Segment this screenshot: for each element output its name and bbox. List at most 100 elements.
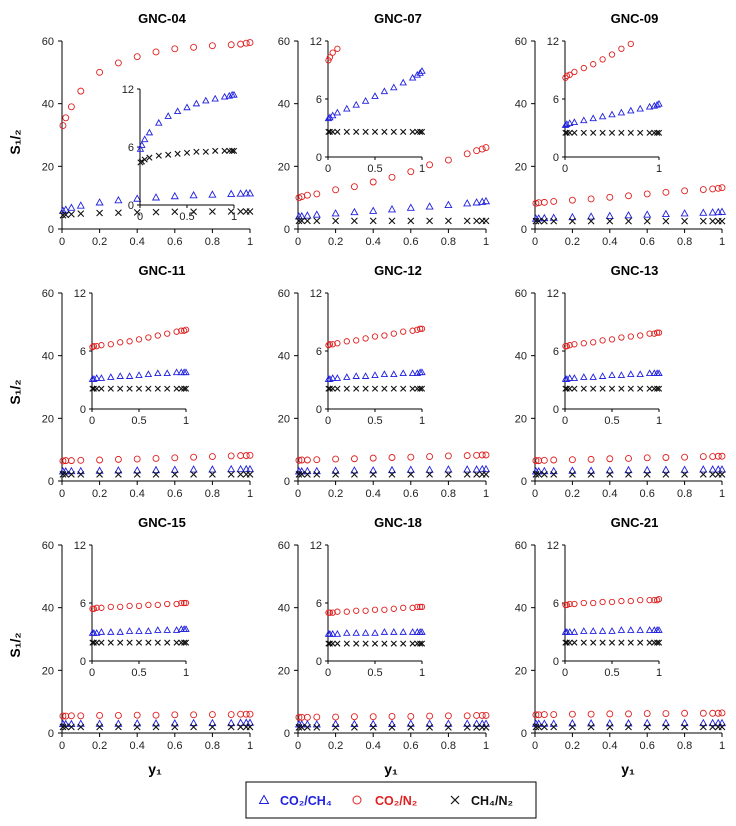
y-tick-label: 0 [48,476,54,488]
x-tick-label: 1 [719,740,725,752]
inset-data-point-ch4n2 [637,129,644,136]
inset-data-point-co2n2 [326,341,334,348]
inset-data-point-co2ch4 [154,626,162,633]
y-tick-label: 20 [515,161,527,173]
data-point-ch4n2 [298,723,306,731]
data-point-ch4n2 [388,723,396,731]
y-axis-label-row-3: S₁/₂ [7,632,23,657]
data-point-co2n2 [369,178,377,186]
data-point-co2ch4 [189,465,198,473]
inset-data-point-co2ch4 [371,92,379,99]
data-point-co2n2 [478,451,486,459]
data-point-co2n2 [444,156,452,164]
inset-data-point-co2n2 [135,602,143,610]
data-point-co2n2 [227,41,235,49]
x-tick-label: 0.2 [328,740,343,752]
data-point-co2n2 [482,451,490,459]
data-point-co2n2 [295,194,303,202]
inset-data-point-co2ch4 [399,628,407,635]
data-point-ch4n2 [606,471,614,478]
data-point-ch4n2 [540,471,548,478]
x-tick-label: 0.6 [640,488,655,500]
data-point-ch4n2 [133,471,141,478]
data-point-co2n2 [313,456,321,464]
y-tick-label: 40 [42,99,54,111]
data-point-ch4n2 [77,723,85,731]
inset-data-point-ch4n2 [107,639,114,646]
data-point-ch4n2 [227,208,235,215]
inset-x-tick-label: 1 [183,667,189,679]
inset-data-point-co2ch4 [333,630,342,637]
data-point-co2n2 [606,455,614,463]
inset-data-point-co2n2 [563,72,571,79]
y-tick-label: 20 [278,665,290,677]
panel-title: GNC-12 [374,263,422,278]
data-point-co2n2 [332,186,340,194]
inset-data-point-co2n2 [571,600,578,608]
data-point-co2ch4 [312,720,321,728]
inset-data-point-co2n2 [343,608,350,615]
inset-data-point-ch4n2 [651,639,658,646]
inset-data-point-co2ch4 [192,99,201,107]
data-point-co2ch4 [444,200,453,208]
legend: CO₂/CH₄ CO₂/N₂ CH₄/N₂ [245,781,537,819]
inset-data-point-ch4n2 [414,640,421,647]
inset-data-point-co2n2 [599,598,606,606]
inset-data-point-ch4n2 [608,385,616,392]
x-tick-label: 0.2 [92,740,107,752]
inset-data-point-co2ch4 [116,628,124,635]
inset-data-point-co2n2 [562,74,569,81]
inset-y-tick-label: 12 [310,36,322,48]
data-point-ch4n2 [569,471,576,478]
data-point-co2ch4 [444,719,453,727]
data-point-co2n2 [295,456,303,464]
data-point-co2n2 [59,712,67,720]
inset-data-point-co2ch4 [361,372,370,379]
inset-data-point-ch4n2 [178,639,185,646]
inset-data-point-ch4n2 [353,385,360,392]
data-point-co2n2 [709,185,717,193]
data-point-co2n2 [662,454,670,461]
inset-data-point-co2n2 [164,330,171,337]
y-tick-label: 40 [278,99,290,111]
data-point-co2n2 [568,710,576,718]
inset-x-tick-label: 0 [325,415,331,427]
inset-data-point-co2ch4 [343,629,351,636]
inset-data-point-co2ch4 [645,626,654,633]
inset-data-point-co2ch4 [90,375,98,382]
inset-data-point-co2n2 [325,342,332,349]
inset-data-point-co2n2 [145,601,152,609]
inset-x-tick-label: 0.5 [131,667,146,679]
data-point-ch4n2 [304,217,311,225]
inset-data-point-co2n2 [655,329,663,336]
inset-data-point-ch4n2 [580,639,587,646]
y-tick-label: 40 [515,603,527,615]
x-tick-label: 0.4 [130,236,145,248]
data-point-co2ch4 [227,189,236,197]
inset-data-point-ch4n2 [107,385,114,392]
data-point-co2n2 [313,713,321,721]
inset-data-point-ch4n2 [221,147,228,154]
data-point-ch4n2 [62,211,70,219]
inset-data-point-co2ch4 [645,369,654,377]
inset-data-point-co2n2 [637,596,644,604]
inset-data-point-co2n2 [135,336,143,343]
inset-gnc-11: 0 6 12 0 0.5 1 [74,288,190,427]
x-tick-label: 0.8 [441,740,456,752]
inset-data-point-co2ch4 [163,369,171,377]
data-point-co2n2 [625,454,632,462]
data-point-ch4n2 [351,217,358,225]
data-point-co2n2 [237,452,245,460]
data-point-ch4n2 [535,217,543,225]
data-point-co2n2 [718,452,726,460]
y-tick-label: 20 [42,413,54,425]
inset-data-point-ch4n2 [590,129,597,136]
panel-gnc-07: GNC-07 0 20 40 60 0 0.2 0.4 0.6 0.8 1 0 6 12 0 0.5 1 [278,11,491,248]
data-point-co2n2 [59,122,67,130]
data-point-co2n2 [662,710,670,718]
x-tick-label: 0.2 [328,236,343,248]
circle-marker-icon [352,795,362,805]
inset-data-point-ch4n2 [599,129,606,136]
data-point-co2n2 [550,197,558,205]
